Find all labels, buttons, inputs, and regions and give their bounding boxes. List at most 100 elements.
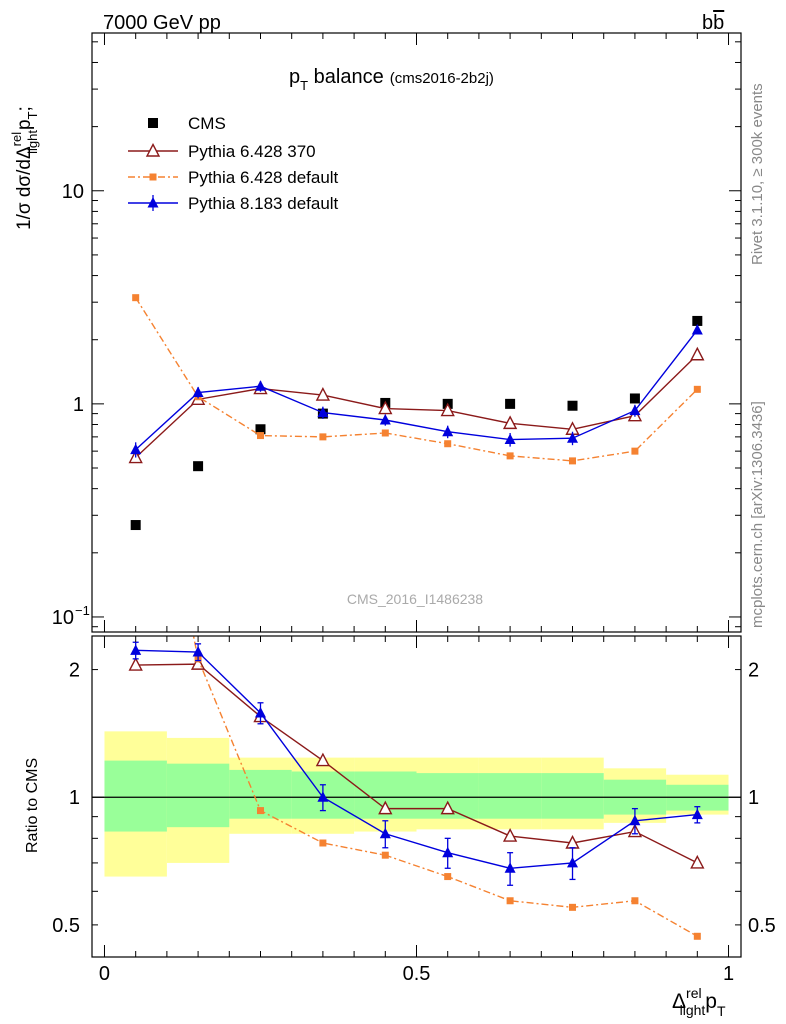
p6_370-ratio-point bbox=[378, 800, 393, 815]
p8_default-ratio-point bbox=[130, 644, 142, 655]
p6_default-ratio-point bbox=[693, 932, 701, 940]
p6_default-point bbox=[319, 433, 327, 441]
p8_default-line bbox=[135, 329, 698, 451]
band-inner bbox=[478, 773, 542, 819]
main-series bbox=[128, 294, 705, 531]
p8_default-point bbox=[567, 432, 579, 443]
cms-point bbox=[130, 520, 141, 531]
p6_default-point bbox=[569, 457, 577, 465]
p8_default-ratio-point bbox=[567, 856, 579, 868]
rivet-label: Rivet 3.1.10, ≥ 300k events bbox=[749, 83, 766, 265]
p8_default-ratio-point bbox=[317, 791, 329, 802]
p6_default-ratio-point bbox=[256, 807, 264, 815]
legend-label-cms: CMS bbox=[188, 114, 226, 133]
process-label-bbar: b bbox=[713, 12, 724, 34]
x-tick-label: 0 bbox=[99, 963, 110, 985]
cms-point bbox=[255, 424, 266, 435]
band-inner bbox=[541, 773, 604, 819]
p6_default-ratio-point bbox=[381, 851, 389, 859]
y-tick-label: 10 bbox=[52, 607, 74, 629]
p8_default-point bbox=[504, 433, 516, 445]
p6_370-point bbox=[440, 402, 455, 417]
ratio-panel: 0.5 0.5 1 1 2 2 0 0.5 1 bbox=[52, 635, 776, 985]
cms-point bbox=[505, 398, 516, 409]
p6_default-point bbox=[631, 447, 639, 455]
p6_default-ratio-point bbox=[444, 873, 452, 881]
p6_default-point bbox=[132, 294, 140, 302]
ratio-y-tick-label-right: 2 bbox=[748, 660, 759, 682]
plot-title: pT balance (cms2016-2b2j) bbox=[289, 66, 494, 93]
y-tick-label: 1 bbox=[73, 394, 84, 416]
p6_default-point bbox=[381, 429, 389, 437]
legend-marker-p6_370 bbox=[145, 142, 161, 157]
p6_default-point bbox=[693, 385, 701, 393]
process-label: bb bbox=[702, 12, 724, 34]
ratio-y-tick-label: 1 bbox=[69, 787, 80, 809]
ratio-y-tick-label: 2 bbox=[69, 660, 80, 682]
legend-label-p6_370: Pythia 6.428 370 bbox=[188, 142, 316, 161]
p6_default-ratio-point bbox=[569, 903, 577, 911]
p6_370-ratio-point bbox=[315, 752, 331, 767]
p8_default-ratio-point bbox=[629, 814, 641, 826]
p6_370-point bbox=[378, 400, 393, 415]
band-inner bbox=[166, 763, 230, 828]
p6_default-ratio-line bbox=[192, 636, 698, 937]
legend-label-p6_default: Pythia 6.428 default bbox=[188, 168, 339, 187]
ratio-series bbox=[92, 636, 741, 940]
cms-point bbox=[567, 400, 578, 411]
energy-label: 7000 GeV pp bbox=[103, 12, 221, 34]
y-tick-label-exp: −1 bbox=[75, 603, 90, 618]
p8_default-point bbox=[442, 425, 454, 437]
ratio-y-tick-label: 0.5 bbox=[52, 915, 80, 937]
p8_default-ratio-line bbox=[135, 649, 698, 869]
p6_default-point bbox=[444, 440, 452, 448]
p8_default-ratio-point bbox=[691, 808, 703, 820]
y-axis-label-main: 1/σ dσ/dΔrellightpT; bbox=[9, 106, 40, 230]
p8_default-ratio-point bbox=[379, 827, 391, 839]
legend-marker-cms bbox=[148, 118, 158, 128]
p6_default-point bbox=[506, 452, 514, 460]
p8_default-point bbox=[629, 404, 641, 416]
p6_default-ratio-point bbox=[319, 839, 327, 847]
p6_default-ratio-point bbox=[506, 897, 514, 905]
p6_default-ratio-point bbox=[631, 897, 639, 905]
p8_default-point bbox=[130, 443, 142, 455]
legend-label-p8_default: Pythia 8.183 default bbox=[188, 194, 339, 213]
band-inner bbox=[104, 760, 167, 832]
cms-point bbox=[629, 393, 640, 404]
p6_370-ratio-line bbox=[135, 663, 698, 864]
ratio-y-tick-label-right: 1 bbox=[748, 787, 759, 809]
x-tick-label: 0.5 bbox=[403, 963, 431, 985]
svg-text:1/σ dσ/dΔrellightpT;: 1/σ dσ/dΔrellightpT; bbox=[9, 106, 40, 230]
watermark: CMS_2016_I1486238 bbox=[347, 591, 483, 607]
legend-marker-p6_default bbox=[149, 173, 157, 181]
p6_default-line bbox=[135, 297, 698, 462]
legend: CMS Pythia 6.428 370 Pythia 6.428 default P… bbox=[128, 114, 339, 213]
source-label: mcplots.cern.ch [arXiv:1306.3436] bbox=[749, 401, 766, 628]
p6_default-point bbox=[256, 432, 264, 440]
p6_370-ratio-point bbox=[502, 828, 518, 842]
p6_370-ratio-point bbox=[128, 657, 143, 671]
legend-marker-p8_default bbox=[147, 197, 159, 208]
p8_default-ratio-point bbox=[192, 646, 204, 657]
x-tick-label: 1 bbox=[723, 963, 734, 985]
x-axis-label: Δrel lightpT bbox=[672, 985, 726, 1019]
p6_370-point bbox=[502, 415, 518, 430]
y-axis-label-ratio: Ratio to CMS bbox=[24, 758, 41, 853]
y-tick-label: 10 bbox=[62, 181, 84, 203]
p8_default-ratio-point bbox=[442, 846, 454, 858]
ratio-y-tick-label-right: 0.5 bbox=[748, 915, 776, 937]
p8_default-point bbox=[317, 406, 329, 418]
p6_370-point bbox=[315, 387, 331, 401]
p8_default-ratio-point bbox=[504, 862, 516, 873]
process-label-b: b bbox=[702, 12, 713, 34]
p8_default-point bbox=[192, 386, 204, 398]
p8_default-point bbox=[691, 324, 703, 335]
p6_370-ratio-point bbox=[690, 854, 705, 869]
p8_default-point bbox=[379, 413, 391, 425]
p6_370-line bbox=[135, 354, 698, 459]
p6_370-ratio-point bbox=[440, 800, 455, 815]
cms-point bbox=[193, 461, 204, 472]
p6_370-point bbox=[690, 346, 705, 361]
